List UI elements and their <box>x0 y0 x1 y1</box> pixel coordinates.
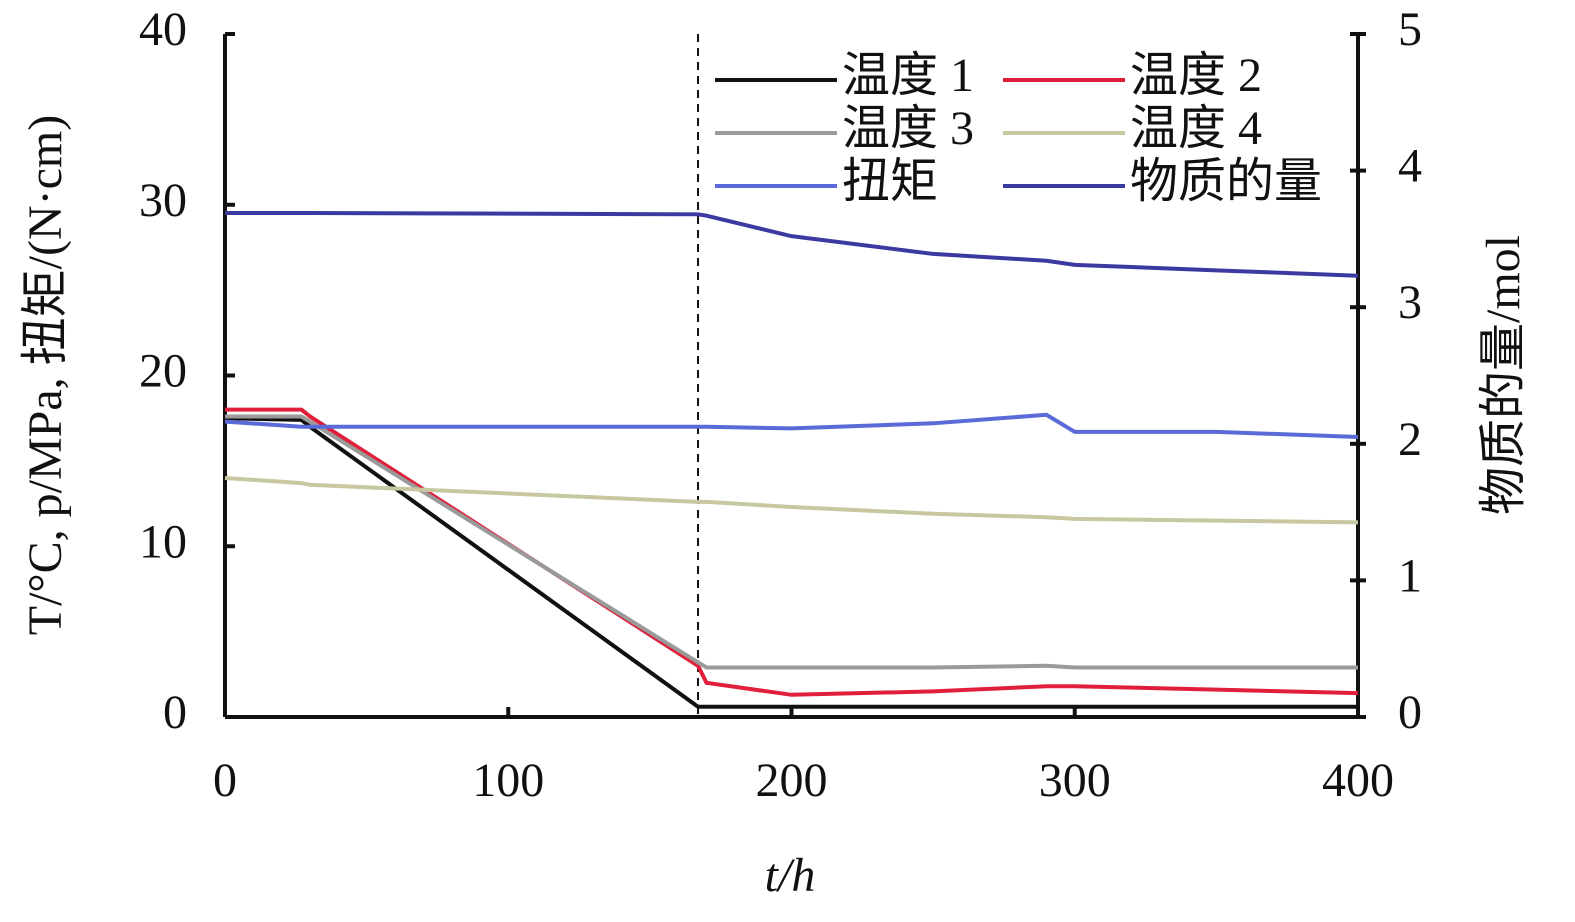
legend-label: 物质的量 <box>1130 155 1322 208</box>
series-line <box>224 416 1358 709</box>
y2-tick-label: 4 <box>1398 140 1422 193</box>
x-tick-label: 0 <box>213 754 237 807</box>
y2-tick-label: 1 <box>1398 549 1422 602</box>
y-tick-label: 10 <box>139 515 187 568</box>
legend-label: 温度 1 <box>842 49 974 102</box>
series-line <box>225 407 1359 697</box>
series-line <box>224 412 1359 439</box>
x-tick-label: 400 <box>1322 754 1394 807</box>
y2-tick-label: 3 <box>1398 276 1422 329</box>
y-tick-label: 40 <box>139 3 187 56</box>
x-tick-label: 100 <box>472 754 544 807</box>
legend-label: 温度 4 <box>1130 102 1262 155</box>
y2-tick-label: 0 <box>1398 686 1422 739</box>
series-line <box>225 210 1359 278</box>
x-tick-label: 200 <box>756 754 828 807</box>
legend-label: 扭矩 <box>842 155 938 208</box>
y-axis-label: T/°C, p/MPa, 扭矩/(N·cm) <box>19 115 72 635</box>
series-line <box>225 414 1358 670</box>
x-tick-label: 300 <box>1039 754 1111 807</box>
y2-tick-label: 2 <box>1398 413 1422 466</box>
legend-label: 温度 2 <box>1130 49 1262 102</box>
x-axis-label: t/h <box>765 849 816 902</box>
y-tick-label: 20 <box>139 345 187 398</box>
legend-label: 温度 3 <box>842 102 974 155</box>
series-line <box>224 475 1359 525</box>
y2-tick-label: 5 <box>1398 3 1422 56</box>
y-tick-label: 0 <box>163 686 187 739</box>
y-tick-label: 30 <box>139 174 187 227</box>
y2-axis-label: 物质的量/mol <box>1477 235 1530 515</box>
